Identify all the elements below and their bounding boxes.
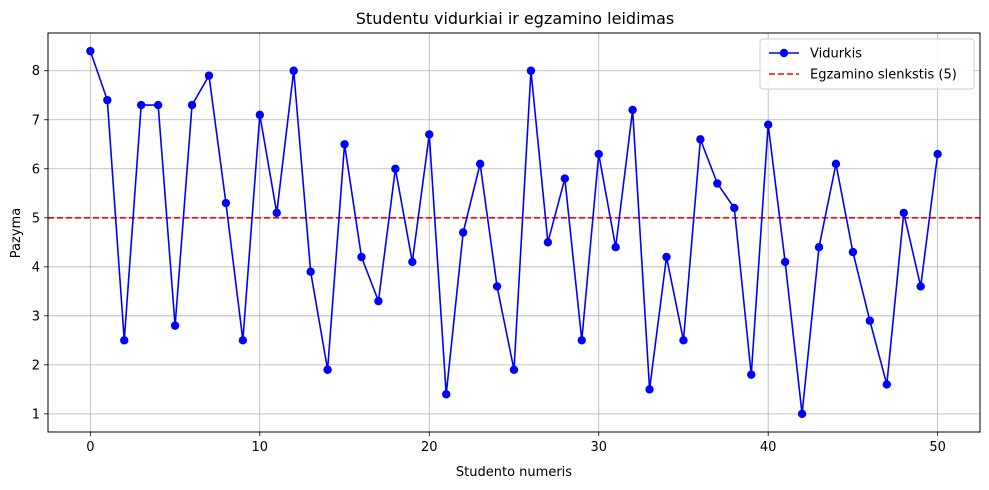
data-point <box>679 336 688 345</box>
data-point <box>120 336 129 345</box>
data-point <box>577 336 586 345</box>
data-point <box>543 238 553 247</box>
data-point <box>306 267 315 276</box>
y-tick-label: 7 <box>32 113 40 128</box>
series <box>86 46 942 419</box>
data-point <box>831 159 841 169</box>
y-tick-label: 3 <box>32 309 40 324</box>
x-tick-label: 0 <box>86 440 94 455</box>
y-tick-label: 8 <box>32 64 40 79</box>
data-point <box>645 385 654 394</box>
data-point <box>899 208 908 218</box>
data-point <box>662 252 671 262</box>
y-tick-label: 2 <box>32 358 40 373</box>
legend-label-vidurkis: Vidurkis <box>810 47 862 62</box>
y-tick-label: 1 <box>32 407 40 422</box>
data-point <box>238 336 248 345</box>
data-point <box>103 95 112 105</box>
data-point <box>255 110 265 120</box>
data-point <box>442 390 451 399</box>
data-point <box>509 365 519 374</box>
data-point <box>340 140 349 149</box>
legend: Vidurkis Egzamino slenkstis (5) <box>759 38 975 90</box>
data-point <box>323 365 332 374</box>
data-point <box>814 243 824 252</box>
x-tick-label: 20 <box>421 440 438 455</box>
data-point <box>763 120 773 129</box>
data-point <box>187 100 197 110</box>
y-tick-label: 4 <box>32 260 40 275</box>
x-axis-label: Studento numeris <box>456 465 572 480</box>
x-tick-label: 30 <box>590 440 607 455</box>
y-tick-label: 6 <box>32 162 40 177</box>
data-point <box>408 257 417 267</box>
data-point <box>170 321 180 330</box>
data-point <box>289 66 298 75</box>
data-point <box>933 149 942 159</box>
data-point <box>137 100 146 110</box>
data-point <box>730 203 739 213</box>
data-point <box>221 198 231 208</box>
data-point <box>865 316 875 325</box>
ticks: 0 10 20 30 40 50 1 2 3 4 5 6 7 8 <box>32 64 946 455</box>
data-point <box>747 370 756 379</box>
data-point <box>357 252 366 262</box>
data-point <box>204 71 214 80</box>
y-tick-label: 5 <box>32 211 40 226</box>
data-point <box>848 247 858 257</box>
legend-box <box>759 38 975 90</box>
data-point <box>526 66 536 75</box>
data-point <box>374 296 383 306</box>
data-point <box>713 179 722 188</box>
data-point <box>425 130 434 139</box>
data-point <box>86 46 95 56</box>
data-point <box>882 380 891 389</box>
data-point <box>458 228 468 237</box>
data-point <box>560 174 570 183</box>
data-point <box>628 105 637 115</box>
data-point <box>611 243 620 252</box>
data-point <box>696 135 705 144</box>
y-axis-label: Pazyma <box>9 208 24 258</box>
plot-frame <box>47 32 981 433</box>
x-tick-label: 50 <box>929 440 946 455</box>
data-point <box>797 409 807 419</box>
data-point <box>492 282 502 291</box>
x-tick-label: 10 <box>252 440 269 455</box>
data-point <box>391 164 400 173</box>
data-point <box>475 159 485 169</box>
data-point <box>272 208 281 218</box>
data-point <box>153 100 163 110</box>
legend-marker-vidurkis <box>779 48 789 58</box>
x-tick-label: 40 <box>760 440 777 455</box>
data-point <box>780 257 790 267</box>
data-point <box>594 149 603 159</box>
legend-label-threshold: Egzamino slenkstis (5) <box>810 68 957 83</box>
data-point <box>916 282 925 291</box>
chart-title: Studentu vidurkiai ir egzamino leidimas <box>356 9 674 28</box>
